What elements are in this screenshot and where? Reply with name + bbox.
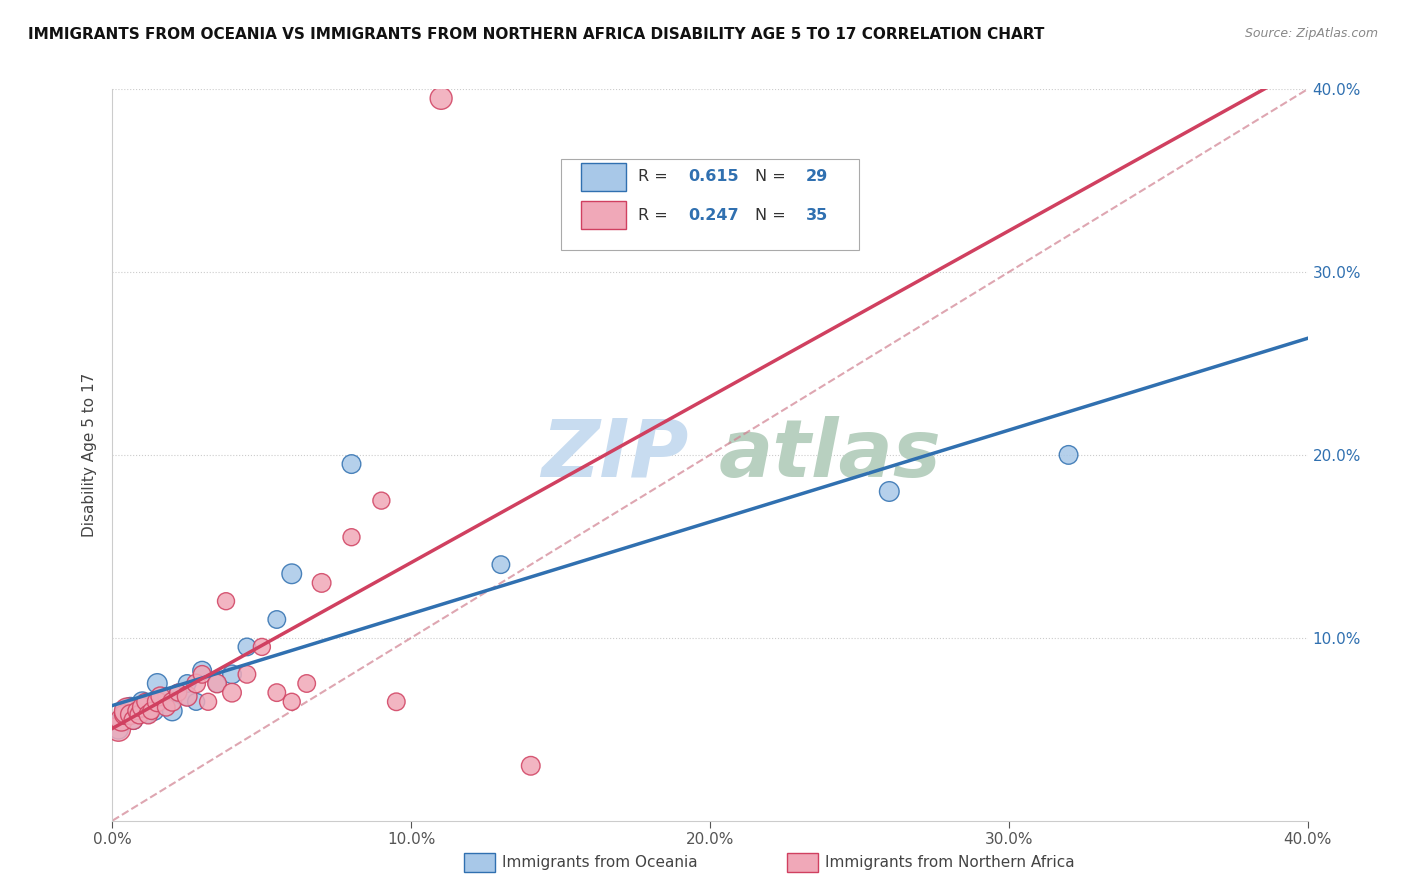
Point: [125, 707, 148, 722]
Text: 35: 35: [806, 208, 828, 222]
Text: atlas: atlas: [718, 416, 941, 494]
Point: [117, 704, 139, 718]
Point: [176, 690, 198, 704]
Point: [879, 484, 901, 499]
Point: [295, 676, 318, 690]
Point: [114, 707, 135, 722]
Text: ZIP: ZIP: [541, 416, 688, 494]
Point: [385, 695, 408, 709]
Point: [186, 695, 208, 709]
Point: [266, 686, 288, 700]
Point: [143, 704, 166, 718]
Point: [128, 707, 150, 722]
Point: [125, 704, 148, 718]
Text: N =: N =: [755, 169, 792, 185]
Point: [176, 676, 198, 690]
Point: [281, 566, 304, 581]
Point: [131, 695, 153, 709]
Point: [107, 723, 129, 737]
Point: [120, 700, 142, 714]
Point: [134, 695, 156, 709]
Point: [146, 676, 169, 690]
Point: [236, 667, 259, 681]
Point: [110, 713, 132, 727]
FancyBboxPatch shape: [561, 159, 859, 250]
Point: [149, 690, 172, 704]
Text: Immigrants from Northern Africa: Immigrants from Northern Africa: [825, 855, 1076, 870]
Point: [146, 695, 169, 709]
Text: R =: R =: [638, 208, 673, 222]
Point: [197, 695, 219, 709]
Point: [205, 676, 228, 690]
Point: [162, 695, 183, 709]
Point: [489, 558, 512, 572]
Point: [107, 723, 129, 737]
Point: [215, 594, 238, 608]
Point: [131, 700, 153, 714]
Text: Immigrants from Oceania: Immigrants from Oceania: [502, 855, 697, 870]
Point: [138, 707, 160, 722]
Point: [155, 700, 177, 714]
FancyBboxPatch shape: [581, 201, 627, 229]
Point: [281, 695, 304, 709]
Point: [311, 576, 333, 591]
Point: [155, 690, 177, 704]
Point: [250, 640, 273, 654]
Text: 29: 29: [806, 169, 828, 185]
Point: [221, 667, 243, 681]
Point: [176, 690, 198, 704]
Point: [430, 91, 453, 105]
FancyBboxPatch shape: [581, 163, 627, 191]
Text: N =: N =: [755, 208, 792, 222]
Point: [266, 613, 288, 627]
Point: [131, 700, 153, 714]
Y-axis label: Disability Age 5 to 17: Disability Age 5 to 17: [82, 373, 97, 537]
Point: [191, 667, 214, 681]
Point: [340, 530, 363, 544]
Point: [117, 704, 139, 718]
Point: [138, 707, 160, 722]
Text: 0.247: 0.247: [689, 208, 740, 222]
Text: R =: R =: [638, 169, 673, 185]
Point: [149, 695, 172, 709]
Point: [110, 713, 132, 727]
Point: [340, 457, 363, 471]
Point: [186, 676, 208, 690]
Point: [167, 686, 190, 700]
Point: [1057, 448, 1080, 462]
Point: [205, 676, 228, 690]
Point: [114, 707, 135, 722]
Point: [236, 640, 259, 654]
Point: [370, 493, 392, 508]
Point: [141, 704, 163, 718]
Point: [520, 758, 543, 772]
Point: [120, 707, 142, 722]
Point: [122, 713, 145, 727]
Point: [122, 713, 145, 727]
Text: IMMIGRANTS FROM OCEANIA VS IMMIGRANTS FROM NORTHERN AFRICA DISABILITY AGE 5 TO 1: IMMIGRANTS FROM OCEANIA VS IMMIGRANTS FR…: [28, 27, 1045, 42]
Point: [167, 686, 190, 700]
Text: 0.615: 0.615: [689, 169, 740, 185]
Point: [162, 704, 183, 718]
Point: [221, 686, 243, 700]
Text: Source: ZipAtlas.com: Source: ZipAtlas.com: [1244, 27, 1378, 40]
Point: [191, 664, 214, 678]
